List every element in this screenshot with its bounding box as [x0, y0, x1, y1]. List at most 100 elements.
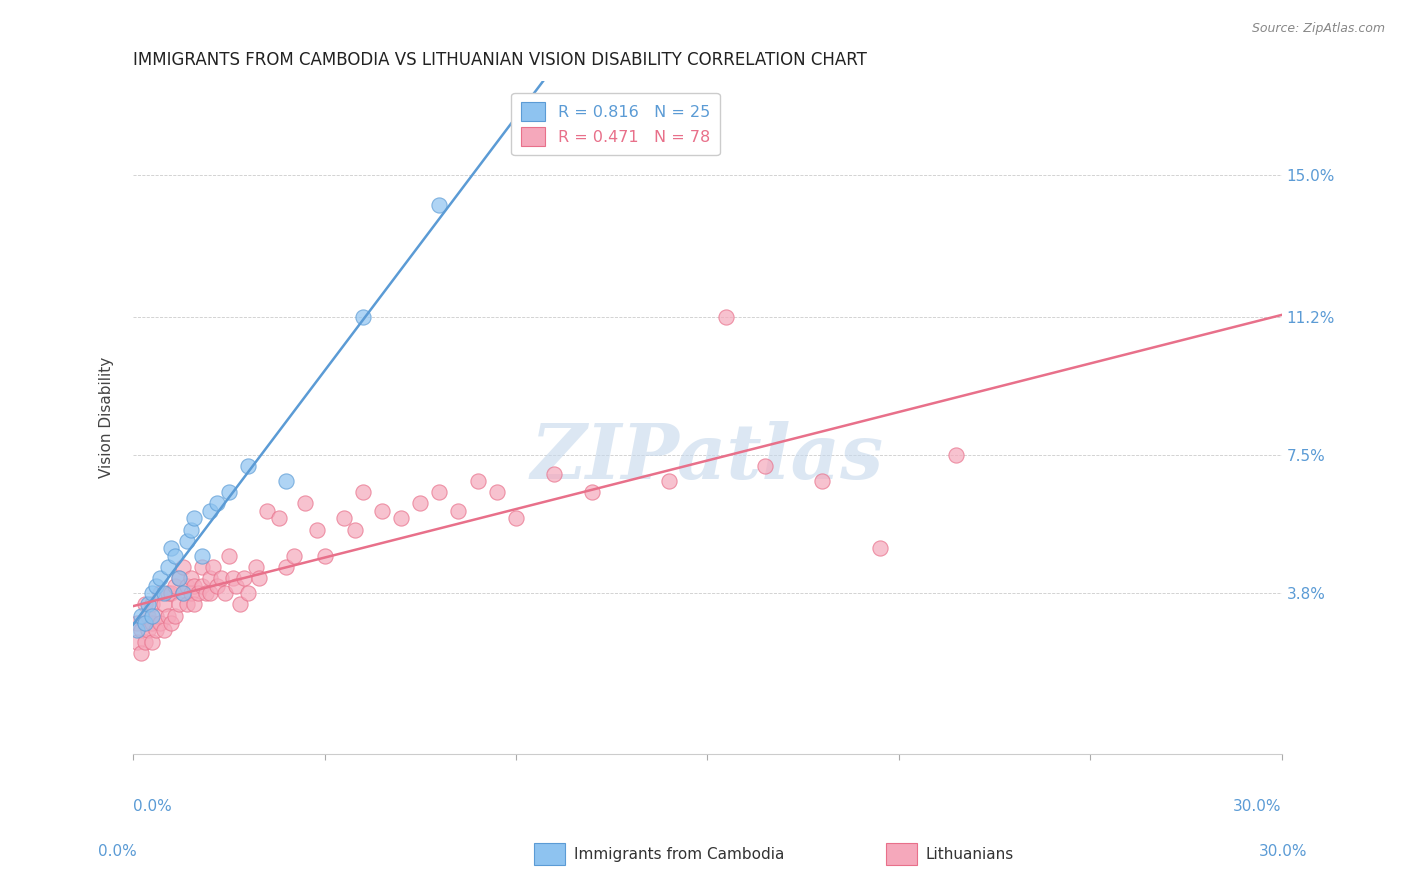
Point	[141, 615, 163, 630]
Point	[172, 560, 194, 574]
Point	[191, 549, 214, 563]
Point	[229, 598, 252, 612]
Point	[221, 571, 243, 585]
Point	[125, 624, 148, 638]
Point	[138, 598, 160, 612]
Point	[138, 624, 160, 638]
Point	[214, 586, 236, 600]
Point	[134, 634, 156, 648]
Point	[485, 485, 508, 500]
Point	[209, 571, 232, 585]
Point	[176, 579, 198, 593]
Point	[945, 448, 967, 462]
Point	[198, 571, 221, 585]
Text: IMMIGRANTS FROM CAMBODIA VS LITHUANIAN VISION DISABILITY CORRELATION CHART: IMMIGRANTS FROM CAMBODIA VS LITHUANIAN V…	[134, 51, 868, 69]
Point	[180, 523, 202, 537]
Point	[267, 511, 290, 525]
Point	[447, 504, 470, 518]
Point	[191, 560, 214, 574]
Legend: R = 0.816   N = 25, R = 0.471   N = 78: R = 0.816 N = 25, R = 0.471 N = 78	[512, 93, 720, 155]
Point	[198, 586, 221, 600]
Point	[149, 586, 172, 600]
Point	[276, 560, 298, 574]
Point	[314, 549, 336, 563]
Point	[176, 533, 198, 548]
Point	[167, 571, 190, 585]
Point	[156, 608, 179, 623]
Point	[344, 523, 367, 537]
Point	[176, 598, 198, 612]
Point	[125, 615, 148, 630]
Point	[207, 496, 229, 510]
Point	[141, 608, 163, 623]
Point	[134, 598, 156, 612]
Point	[236, 459, 259, 474]
Point	[180, 571, 202, 585]
Point	[371, 504, 394, 518]
Point	[129, 646, 152, 660]
Text: Source: ZipAtlas.com: Source: ZipAtlas.com	[1251, 22, 1385, 36]
Text: Immigrants from Cambodia: Immigrants from Cambodia	[574, 847, 785, 862]
Point	[145, 608, 167, 623]
Point	[389, 511, 412, 525]
Point	[165, 608, 187, 623]
Point	[129, 608, 152, 623]
Point	[149, 571, 172, 585]
Point	[236, 586, 259, 600]
Point	[581, 485, 603, 500]
Point	[811, 474, 834, 488]
Text: 30.0%: 30.0%	[1233, 798, 1281, 814]
Point	[160, 541, 183, 556]
Point	[134, 615, 156, 630]
Point	[869, 541, 891, 556]
Point	[233, 571, 256, 585]
Point	[194, 586, 217, 600]
Point	[207, 579, 229, 593]
Point	[160, 615, 183, 630]
Point	[167, 598, 190, 612]
Point	[658, 474, 681, 488]
Text: 30.0%: 30.0%	[1260, 845, 1308, 859]
Point	[145, 579, 167, 593]
Point	[276, 474, 298, 488]
Text: ZIPatlas: ZIPatlas	[530, 421, 884, 495]
Point	[152, 624, 174, 638]
Point	[294, 496, 316, 510]
Y-axis label: Vision Disability: Vision Disability	[100, 357, 114, 478]
Point	[129, 624, 152, 638]
Point	[505, 511, 527, 525]
Point	[283, 549, 305, 563]
Point	[152, 598, 174, 612]
Text: 0.0%: 0.0%	[98, 845, 138, 859]
Point	[427, 485, 450, 500]
Point	[187, 586, 209, 600]
Point	[152, 586, 174, 600]
Point	[167, 571, 190, 585]
Point	[183, 598, 205, 612]
Point	[191, 579, 214, 593]
Text: 0.0%: 0.0%	[134, 798, 172, 814]
Point	[256, 504, 278, 518]
Point	[180, 586, 202, 600]
Point	[218, 485, 240, 500]
Point	[245, 560, 267, 574]
Point	[149, 615, 172, 630]
Point	[141, 634, 163, 648]
Point	[165, 549, 187, 563]
Point	[352, 485, 374, 500]
Point	[352, 310, 374, 324]
Point	[172, 586, 194, 600]
Point	[754, 459, 776, 474]
Point	[183, 579, 205, 593]
Point	[141, 586, 163, 600]
Point	[467, 474, 489, 488]
Point	[218, 549, 240, 563]
Point	[141, 598, 163, 612]
Point	[183, 511, 205, 525]
Point	[145, 624, 167, 638]
Point	[249, 571, 271, 585]
Point	[160, 586, 183, 600]
Point	[134, 615, 156, 630]
Point	[225, 579, 247, 593]
Point	[165, 579, 187, 593]
